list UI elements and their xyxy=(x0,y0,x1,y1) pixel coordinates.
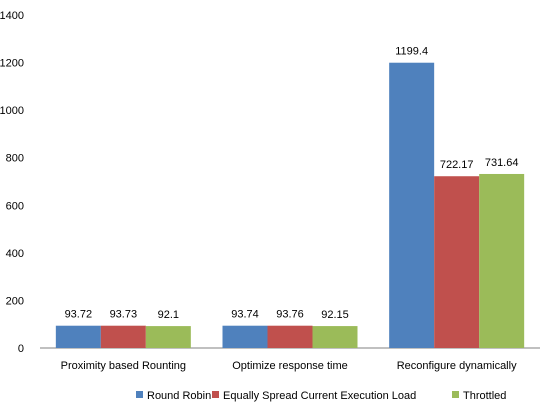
y-tick-label: 400 xyxy=(6,248,24,260)
bar xyxy=(100,325,146,348)
y-tick-label: 600 xyxy=(6,200,24,212)
x-axis: Proximity based Rounting Optimize respons… xyxy=(40,347,540,372)
bar xyxy=(312,326,358,348)
legend-label: Round Robin xyxy=(147,390,211,402)
legend: Round Robin Equally Spread Current Execut… xyxy=(136,390,506,402)
bar xyxy=(389,62,435,348)
y-tick-label: 200 xyxy=(6,295,24,307)
data-label: 722.17 xyxy=(440,159,474,171)
legend-swatch xyxy=(452,391,459,398)
y-tick-label: 1000 xyxy=(0,105,24,117)
y-tick-label: 1400 xyxy=(0,10,24,22)
legend-label: Equally Spread Current Execution Load xyxy=(223,390,416,402)
data-label: 93.74 xyxy=(231,309,259,321)
y-tick-label: 800 xyxy=(6,153,24,165)
legend-swatch xyxy=(212,391,219,398)
bar xyxy=(145,326,191,348)
data-label: 92.15 xyxy=(321,309,349,321)
bars xyxy=(55,62,525,348)
x-tick-label: Reconfigure dynamically xyxy=(397,360,517,372)
legend-swatch xyxy=(136,391,143,398)
y-tick-label: 1200 xyxy=(0,58,24,70)
data-label: 93.73 xyxy=(110,309,138,321)
bar xyxy=(434,176,480,348)
data-label: 92.1 xyxy=(158,309,179,321)
data-label: 93.76 xyxy=(276,309,304,321)
bar xyxy=(479,173,525,348)
bar xyxy=(222,325,268,348)
y-axis: 0 200 400 600 800 1000 1200 1400 xyxy=(0,10,24,355)
bar xyxy=(267,325,313,348)
data-label: 1199.4 xyxy=(395,46,428,58)
data-label: 93.72 xyxy=(65,309,93,321)
data-label: 731.64 xyxy=(485,157,519,169)
x-tick-label: Optimize response time xyxy=(232,360,348,372)
value-labels: 93.72 93.73 92.1 93.74 93.76 92.15 1199.4 722.1… xyxy=(65,46,519,321)
bar xyxy=(55,325,101,348)
legend-label: Throttled xyxy=(463,390,506,402)
y-tick-label: 0 xyxy=(18,343,24,355)
x-tick-label: Proximity based Rounting xyxy=(61,360,186,372)
